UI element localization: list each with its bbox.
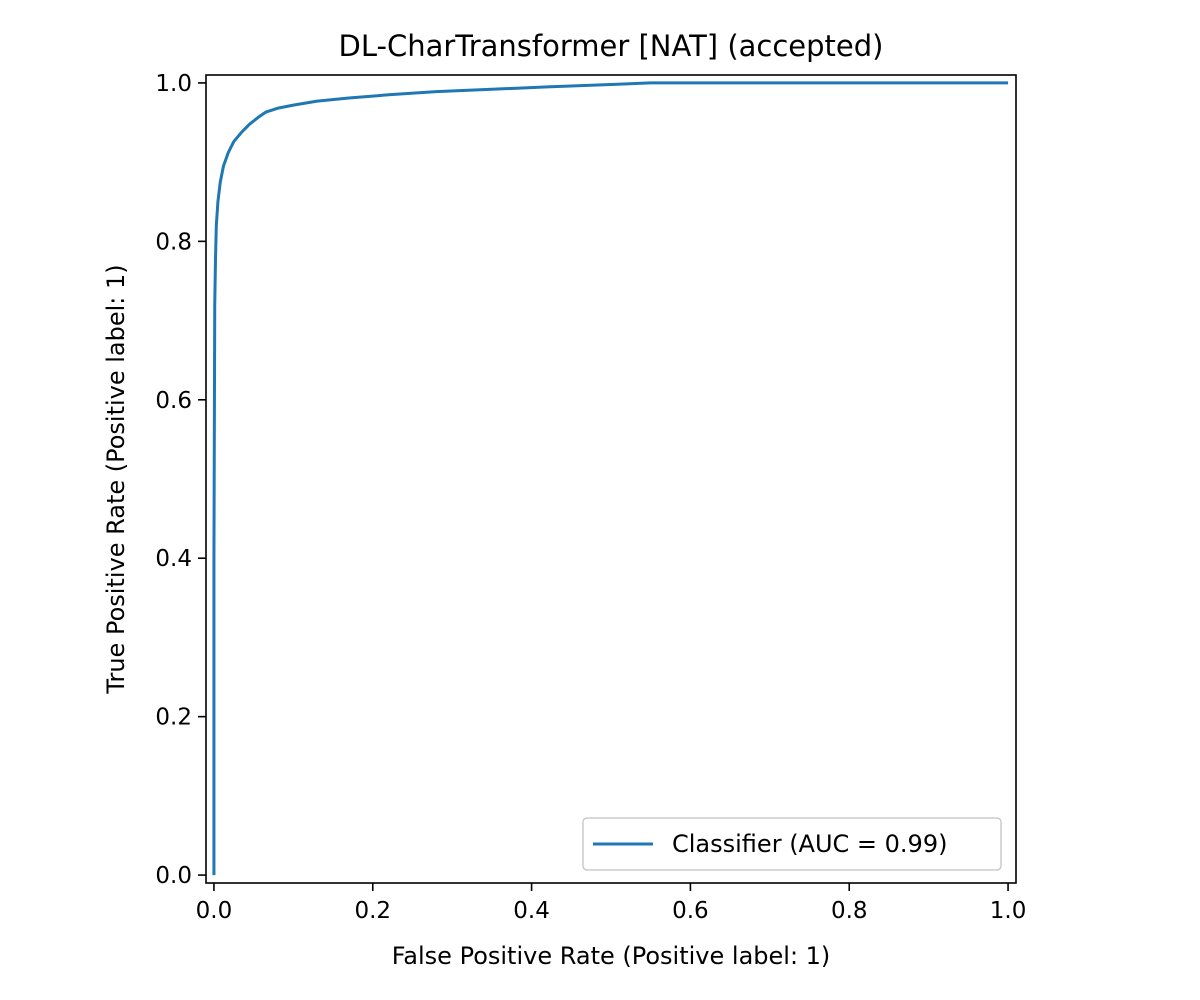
plot-area — [212, 81, 1009, 876]
x-tick-label: 0.8 — [831, 898, 868, 924]
x-tick-label: 0.0 — [196, 898, 233, 924]
plot-frame — [205, 74, 1017, 884]
x-axis-label: False Positive Rate (Positive label: 1) — [392, 942, 831, 970]
y-axis-label: True Positive Rate (Positive label: 1) — [102, 264, 130, 694]
y-tick-label: 0.4 — [155, 546, 192, 572]
roc-curve-series-0 — [212, 81, 1009, 876]
x-tick-label: 0.6 — [672, 898, 709, 924]
y-tick-label: 1.0 — [155, 71, 192, 97]
y-tick-label: 0.2 — [155, 705, 192, 731]
y-tick-label: 0.6 — [155, 388, 192, 414]
chart-title: DL-CharTransformer [NAT] (accepted) — [339, 29, 884, 63]
legend-frame — [582, 817, 1002, 871]
y-axis-ticks: 0.0 0.2 0.4 0.6 0.8 1.0 — [155, 71, 206, 889]
x-tick-label: 0.4 — [513, 898, 550, 924]
legend: Classifier (AUC = 0.99) — [582, 817, 1002, 871]
x-tick-label: 1.0 — [990, 898, 1027, 924]
y-tick-label: 0.8 — [155, 229, 192, 255]
y-tick-label: 0.0 — [155, 863, 192, 889]
x-tick-label: 0.2 — [354, 898, 391, 924]
legend-label: Classifier (AUC = 0.99) — [672, 830, 947, 858]
x-axis-ticks: 0.0 0.2 0.4 0.6 0.8 1.0 — [196, 883, 1027, 924]
